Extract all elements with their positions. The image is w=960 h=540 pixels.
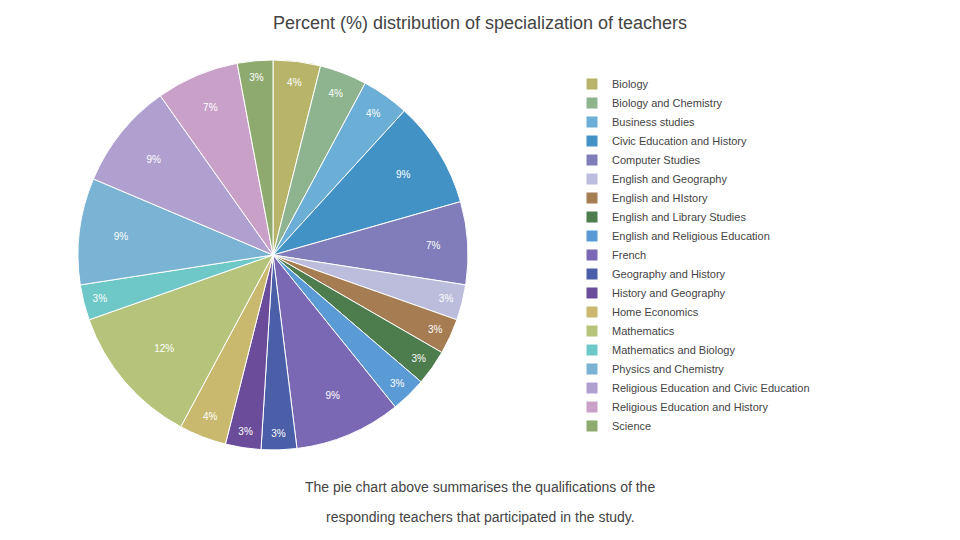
svg-text:3%: 3% xyxy=(271,428,286,439)
svg-text:7%: 7% xyxy=(426,240,441,251)
svg-text:12%: 12% xyxy=(154,343,174,354)
svg-text:3%: 3% xyxy=(411,353,426,364)
svg-text:Religious Education and Civic: Religious Education and Civic Education xyxy=(612,382,810,394)
svg-text:9%: 9% xyxy=(396,169,411,180)
svg-text:3%: 3% xyxy=(428,324,443,335)
svg-text:Business studies: Business studies xyxy=(612,116,695,128)
svg-text:Geography and History: Geography and History xyxy=(612,268,726,280)
svg-text:Religious Education and Histor: Religious Education and History xyxy=(612,401,768,413)
svg-text:Computer Studies: Computer Studies xyxy=(612,154,701,166)
svg-text:French: French xyxy=(612,249,646,261)
svg-text:English and Religious Educatio: English and Religious Education xyxy=(612,230,770,242)
svg-text:3%: 3% xyxy=(439,293,454,304)
svg-text:4%: 4% xyxy=(366,108,381,119)
svg-text:Home Economics: Home Economics xyxy=(612,306,699,318)
svg-text:9%: 9% xyxy=(146,154,161,165)
svg-text:4%: 4% xyxy=(328,88,343,99)
svg-text:3%: 3% xyxy=(93,293,108,304)
svg-text:4%: 4% xyxy=(287,77,302,88)
svg-text:Mathematics and Biology: Mathematics and Biology xyxy=(612,344,735,356)
svg-text:English and HIstory: English and HIstory xyxy=(612,192,708,204)
svg-text:9%: 9% xyxy=(114,231,129,242)
svg-text:4%: 4% xyxy=(203,411,218,422)
svg-text:Science: Science xyxy=(612,420,651,432)
svg-text:3%: 3% xyxy=(238,426,253,437)
svg-text:9%: 9% xyxy=(325,390,340,401)
svg-text:The pie chart above summarises: The pie chart above summarises the quali… xyxy=(305,479,655,495)
svg-text:English and Geography: English and Geography xyxy=(612,173,727,185)
svg-text:History and Geography: History and Geography xyxy=(612,287,726,299)
svg-text:Civic Education and History: Civic Education and History xyxy=(612,135,747,147)
svg-text:7%: 7% xyxy=(203,102,218,113)
svg-text:Percent (%) distribution of sp: Percent (%) distribution of specializati… xyxy=(273,13,687,33)
svg-text:Physics and Chemistry: Physics and Chemistry xyxy=(612,363,724,375)
svg-text:Mathematics: Mathematics xyxy=(612,325,675,337)
svg-text:3%: 3% xyxy=(390,378,405,389)
svg-text:Biology: Biology xyxy=(612,78,649,90)
svg-text:responding teachers that parti: responding teachers that participated in… xyxy=(326,509,635,525)
svg-text:3%: 3% xyxy=(249,72,264,83)
svg-text:Biology and Chemistry: Biology and Chemistry xyxy=(612,97,723,109)
svg-text:English and Library Studies: English and Library Studies xyxy=(612,211,746,223)
